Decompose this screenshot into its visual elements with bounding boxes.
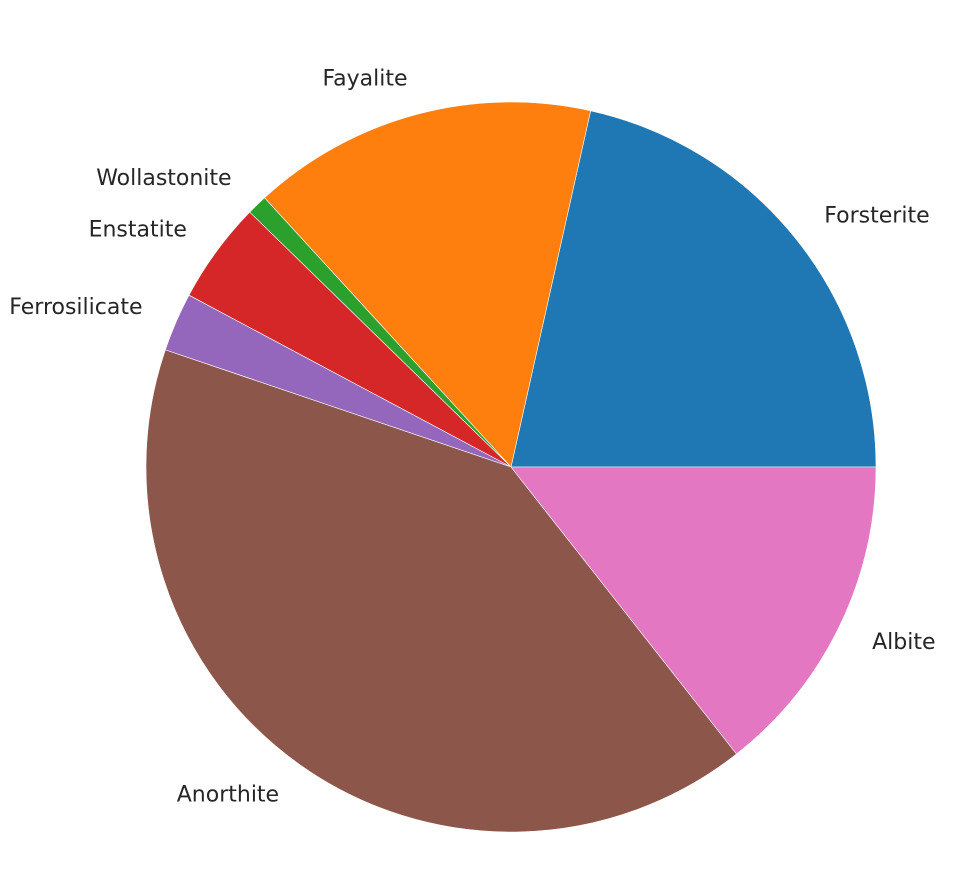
pie-label-anorthite: Anorthite (177, 782, 279, 807)
pie-label-wollastonite: Wollastonite (96, 166, 231, 191)
pie-label-forsterite: Forsterite (824, 204, 929, 229)
pie-slice-fayalite (264, 101, 591, 468)
pie-label-fayalite: Fayalite (322, 67, 407, 92)
pie-label-enstatite: Enstatite (89, 218, 187, 243)
pie-slice-albite (510, 466, 877, 755)
pie-slice-forsterite (510, 110, 877, 468)
pie-label-ferrosilicate: Ferrosilicate (9, 295, 142, 320)
pie-slice-anorthite (145, 349, 737, 833)
pie-label-albite: Albite (872, 630, 935, 655)
